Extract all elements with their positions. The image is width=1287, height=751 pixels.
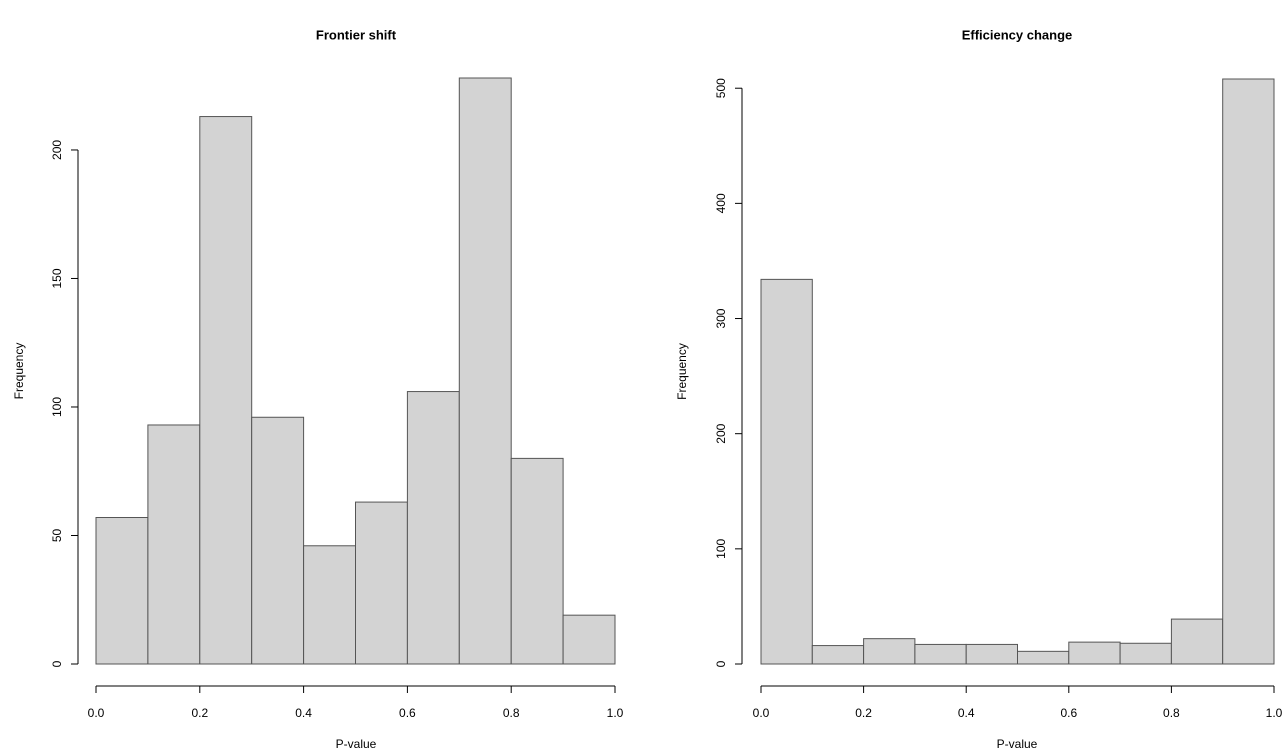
x-tick-label: 0.6 (1060, 706, 1077, 720)
x-axis-label: P-value (997, 737, 1038, 751)
x-axis-label: P-value (336, 737, 377, 751)
x-tick-label: 0.2 (855, 706, 872, 720)
bar (760, 278, 813, 665)
x-tick-label: 0.6 (399, 706, 416, 720)
chart-title: Frontier shift (316, 27, 397, 42)
y-tick-label: 0 (50, 660, 64, 667)
bar (1017, 650, 1070, 665)
x-tick-label: 0.4 (958, 706, 975, 720)
bar (95, 517, 149, 665)
bar (251, 416, 305, 665)
bar (1068, 641, 1121, 665)
bar (147, 424, 201, 665)
bar (811, 645, 865, 665)
x-tick-label: 0.0 (753, 706, 770, 720)
x-tick-label: 0.2 (191, 706, 208, 720)
y-tick-label: 100 (714, 539, 728, 559)
y-tick-label: 150 (50, 268, 64, 288)
bar (199, 116, 253, 665)
bar (863, 638, 916, 665)
bar (562, 614, 616, 665)
bar (914, 643, 967, 665)
y-tick-label: 400 (714, 193, 728, 213)
x-tick-label: 0.0 (88, 706, 105, 720)
bar (1222, 78, 1275, 665)
bar (1170, 618, 1224, 665)
bar (406, 391, 460, 665)
x-tick-label: 1.0 (607, 706, 624, 720)
bar (355, 501, 408, 665)
y-tick-label: 300 (714, 308, 728, 328)
y-tick-label: 200 (714, 423, 728, 443)
bar (510, 457, 564, 665)
bar (1119, 642, 1172, 665)
y-tick-label: 200 (50, 140, 64, 160)
chart-title: Efficiency change (962, 27, 1073, 42)
x-tick-label: 0.8 (1163, 706, 1180, 720)
x-tick-label: 0.4 (295, 706, 312, 720)
bar (458, 77, 512, 665)
y-axis-label: Frequency (675, 343, 689, 400)
y-axis-label: Frequency (12, 343, 26, 400)
bar (965, 643, 1019, 665)
bar (303, 545, 357, 665)
y-tick-label: 100 (50, 397, 64, 417)
y-tick-label: 50 (50, 528, 64, 542)
y-tick-label: 500 (714, 78, 728, 98)
x-tick-label: 1.0 (1266, 706, 1283, 720)
y-tick-label: 0 (714, 660, 728, 667)
x-tick-label: 0.8 (503, 706, 520, 720)
